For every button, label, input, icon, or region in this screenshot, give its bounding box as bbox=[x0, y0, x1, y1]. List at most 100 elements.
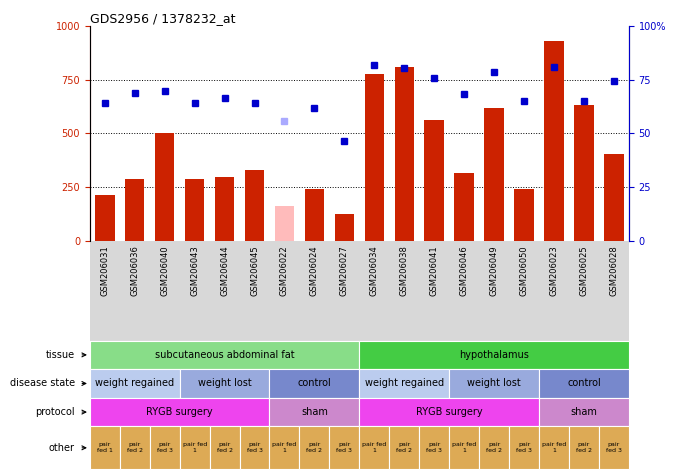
Text: GSM206044: GSM206044 bbox=[220, 246, 229, 296]
Text: GSM206046: GSM206046 bbox=[460, 246, 468, 296]
Bar bbox=[539, 427, 569, 469]
Bar bbox=[90, 427, 120, 469]
Bar bbox=[305, 189, 324, 240]
Text: pair
fed 2: pair fed 2 bbox=[126, 442, 143, 453]
Bar bbox=[514, 189, 533, 240]
Text: GSM206038: GSM206038 bbox=[399, 246, 409, 296]
Text: GSM206025: GSM206025 bbox=[579, 246, 589, 296]
Text: pair
fed 2: pair fed 2 bbox=[216, 442, 233, 453]
Bar bbox=[424, 120, 444, 240]
Bar bbox=[299, 427, 330, 469]
Text: pair
fed 3: pair fed 3 bbox=[247, 442, 263, 453]
Text: GSM206050: GSM206050 bbox=[520, 246, 529, 296]
Bar bbox=[215, 177, 234, 240]
Bar bbox=[125, 179, 144, 240]
Text: pair
fed 3: pair fed 3 bbox=[606, 442, 622, 453]
Bar bbox=[90, 398, 269, 427]
Text: GSM206024: GSM206024 bbox=[310, 246, 319, 296]
Bar bbox=[389, 427, 419, 469]
Bar bbox=[90, 369, 180, 398]
Text: control: control bbox=[567, 378, 600, 389]
Text: protocol: protocol bbox=[35, 407, 75, 417]
Text: weight regained: weight regained bbox=[95, 378, 174, 389]
Text: GSM206049: GSM206049 bbox=[489, 246, 499, 296]
Bar bbox=[330, 427, 359, 469]
Text: GSM206028: GSM206028 bbox=[609, 246, 618, 296]
Bar bbox=[509, 427, 539, 469]
Bar bbox=[359, 369, 449, 398]
Bar bbox=[359, 398, 539, 427]
Text: pair fed
1: pair fed 1 bbox=[362, 442, 386, 453]
Bar bbox=[269, 398, 359, 427]
Bar bbox=[604, 154, 623, 240]
Text: pair
fed 3: pair fed 3 bbox=[426, 442, 442, 453]
Bar bbox=[209, 427, 240, 469]
Bar bbox=[180, 369, 269, 398]
Bar bbox=[359, 341, 629, 369]
Text: pair fed
1: pair fed 1 bbox=[452, 442, 476, 453]
Bar bbox=[484, 108, 504, 240]
Bar bbox=[599, 427, 629, 469]
Bar bbox=[395, 67, 414, 240]
Bar bbox=[240, 427, 269, 469]
Bar bbox=[449, 427, 479, 469]
Text: pair
fed 2: pair fed 2 bbox=[306, 442, 323, 453]
Text: GSM206027: GSM206027 bbox=[340, 246, 349, 296]
Bar bbox=[245, 170, 264, 240]
Text: pair
fed 1: pair fed 1 bbox=[97, 442, 113, 453]
Text: pair
fed 3: pair fed 3 bbox=[157, 442, 173, 453]
Text: RYGB surgery: RYGB surgery bbox=[146, 407, 213, 417]
Text: GSM206043: GSM206043 bbox=[190, 246, 199, 296]
Text: weight regained: weight regained bbox=[365, 378, 444, 389]
Bar bbox=[95, 195, 115, 240]
Text: weight lost: weight lost bbox=[198, 378, 252, 389]
Text: pair fed
1: pair fed 1 bbox=[542, 442, 566, 453]
Bar bbox=[539, 398, 629, 427]
Bar bbox=[539, 369, 629, 398]
Text: control: control bbox=[298, 378, 331, 389]
Text: RYGB surgery: RYGB surgery bbox=[416, 407, 482, 417]
Bar bbox=[455, 173, 474, 240]
Text: GSM206031: GSM206031 bbox=[100, 246, 109, 296]
Bar bbox=[180, 427, 209, 469]
Text: tissue: tissue bbox=[46, 350, 75, 360]
Text: pair
fed 2: pair fed 2 bbox=[486, 442, 502, 453]
Text: sham: sham bbox=[301, 407, 328, 417]
Text: GSM206023: GSM206023 bbox=[549, 246, 558, 296]
Bar bbox=[185, 179, 205, 240]
Text: disease state: disease state bbox=[10, 378, 75, 389]
Bar bbox=[449, 369, 539, 398]
Text: GSM206022: GSM206022 bbox=[280, 246, 289, 296]
Text: GSM206041: GSM206041 bbox=[430, 246, 439, 296]
Text: sham: sham bbox=[571, 407, 597, 417]
Bar bbox=[120, 427, 150, 469]
Text: hypothalamus: hypothalamus bbox=[459, 350, 529, 360]
Text: GDS2956 / 1378232_at: GDS2956 / 1378232_at bbox=[90, 12, 236, 25]
Text: GSM206040: GSM206040 bbox=[160, 246, 169, 296]
Bar bbox=[90, 341, 359, 369]
Bar bbox=[365, 74, 384, 240]
Bar bbox=[269, 427, 299, 469]
Text: pair fed
1: pair fed 1 bbox=[182, 442, 207, 453]
Text: other: other bbox=[49, 443, 75, 453]
Bar bbox=[574, 105, 594, 240]
Bar bbox=[545, 41, 564, 240]
Text: pair
fed 3: pair fed 3 bbox=[337, 442, 352, 453]
Bar bbox=[269, 369, 359, 398]
Bar bbox=[419, 427, 449, 469]
Text: pair fed
1: pair fed 1 bbox=[272, 442, 296, 453]
Bar bbox=[275, 206, 294, 240]
Text: pair
fed 3: pair fed 3 bbox=[516, 442, 532, 453]
Text: GSM206034: GSM206034 bbox=[370, 246, 379, 296]
Bar bbox=[155, 133, 174, 240]
Bar bbox=[569, 427, 599, 469]
Text: GSM206045: GSM206045 bbox=[250, 246, 259, 296]
Text: pair
fed 2: pair fed 2 bbox=[576, 442, 592, 453]
Bar bbox=[479, 427, 509, 469]
Text: weight lost: weight lost bbox=[467, 378, 521, 389]
Bar bbox=[150, 427, 180, 469]
Text: subcutaneous abdominal fat: subcutaneous abdominal fat bbox=[155, 350, 294, 360]
Text: pair
fed 2: pair fed 2 bbox=[396, 442, 413, 453]
Text: GSM206036: GSM206036 bbox=[130, 246, 140, 296]
Bar bbox=[359, 427, 389, 469]
